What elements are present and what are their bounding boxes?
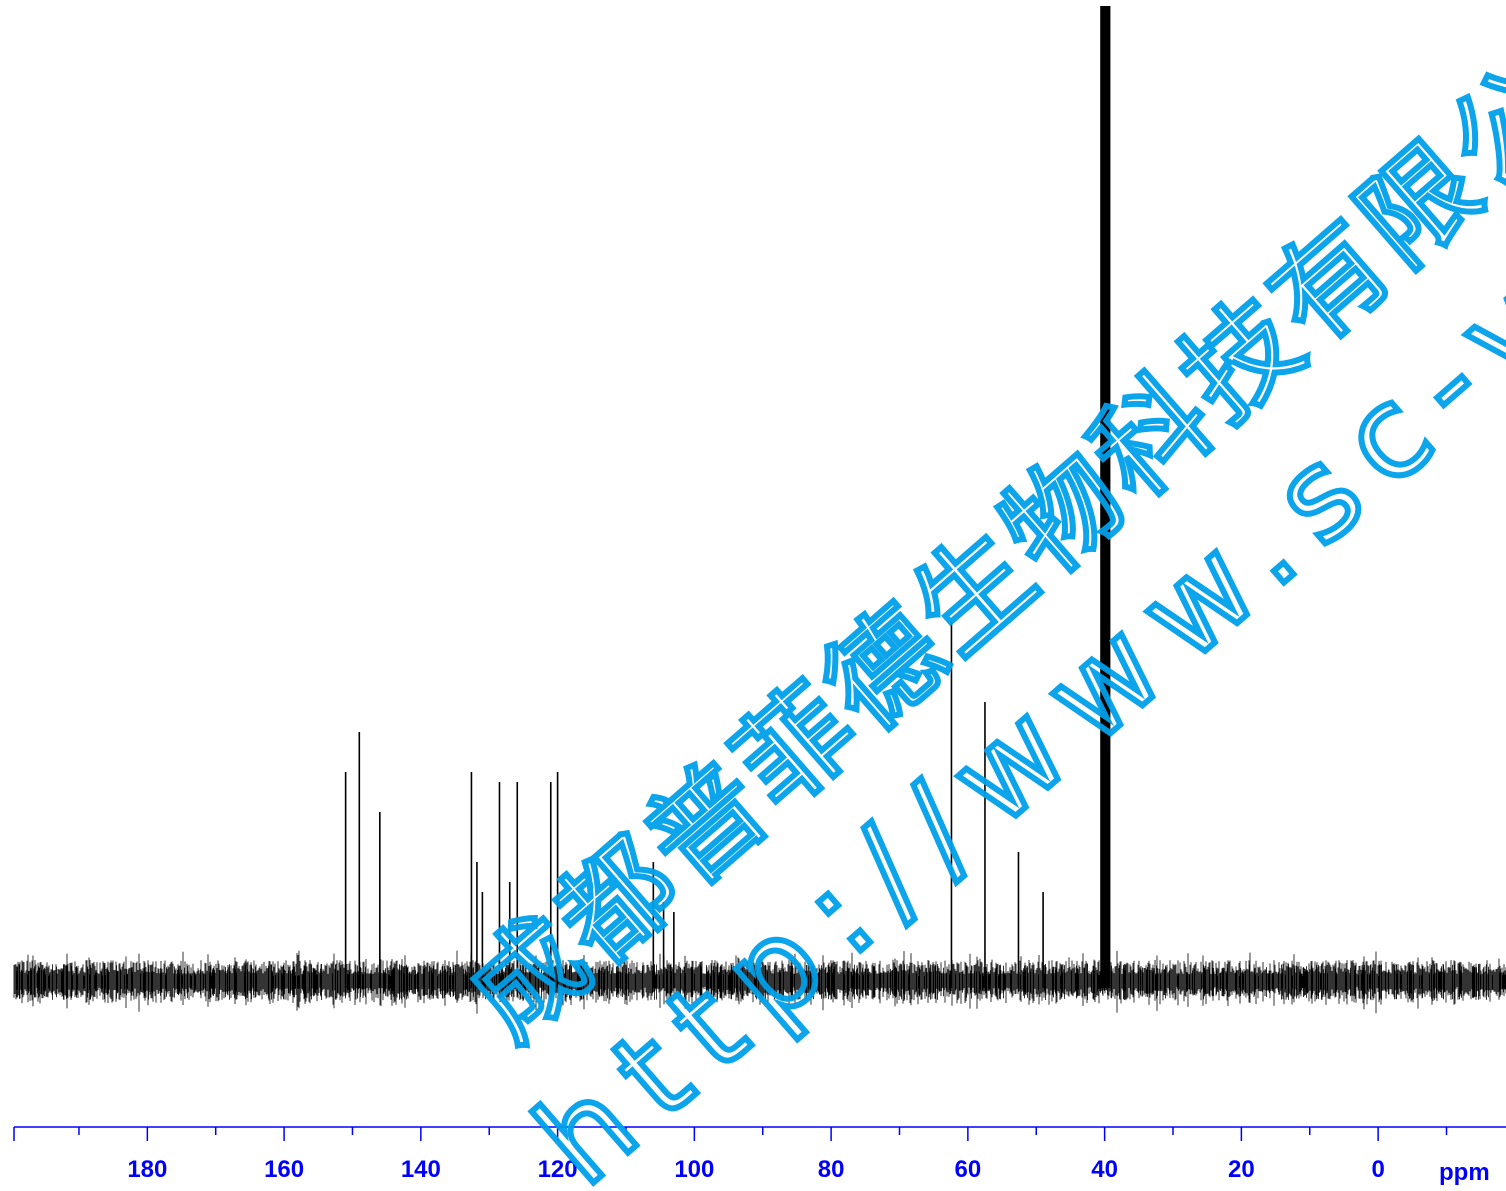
x-tick-label: 60	[955, 1156, 982, 1183]
x-tick-label: 120	[538, 1156, 578, 1183]
x-tick-label: 40	[1091, 1156, 1118, 1183]
x-tick-label: 160	[264, 1156, 304, 1183]
spectrum-layer	[13, 6, 1506, 1014]
x-axis-label: ppm	[1439, 1159, 1490, 1186]
x-tick-label: 140	[401, 1156, 441, 1183]
x-tick-label: 0	[1371, 1156, 1384, 1183]
x-axis: 180 160 140 120 100 80 60 40 20 0 ppm	[13, 1126, 1506, 1186]
baseline-noise	[13, 950, 1506, 1014]
x-tick-label: 180	[127, 1156, 167, 1183]
x-tick-label: 100	[674, 1156, 714, 1183]
x-tick-label: 20	[1228, 1156, 1255, 1183]
x-tick-label: 80	[818, 1156, 845, 1183]
